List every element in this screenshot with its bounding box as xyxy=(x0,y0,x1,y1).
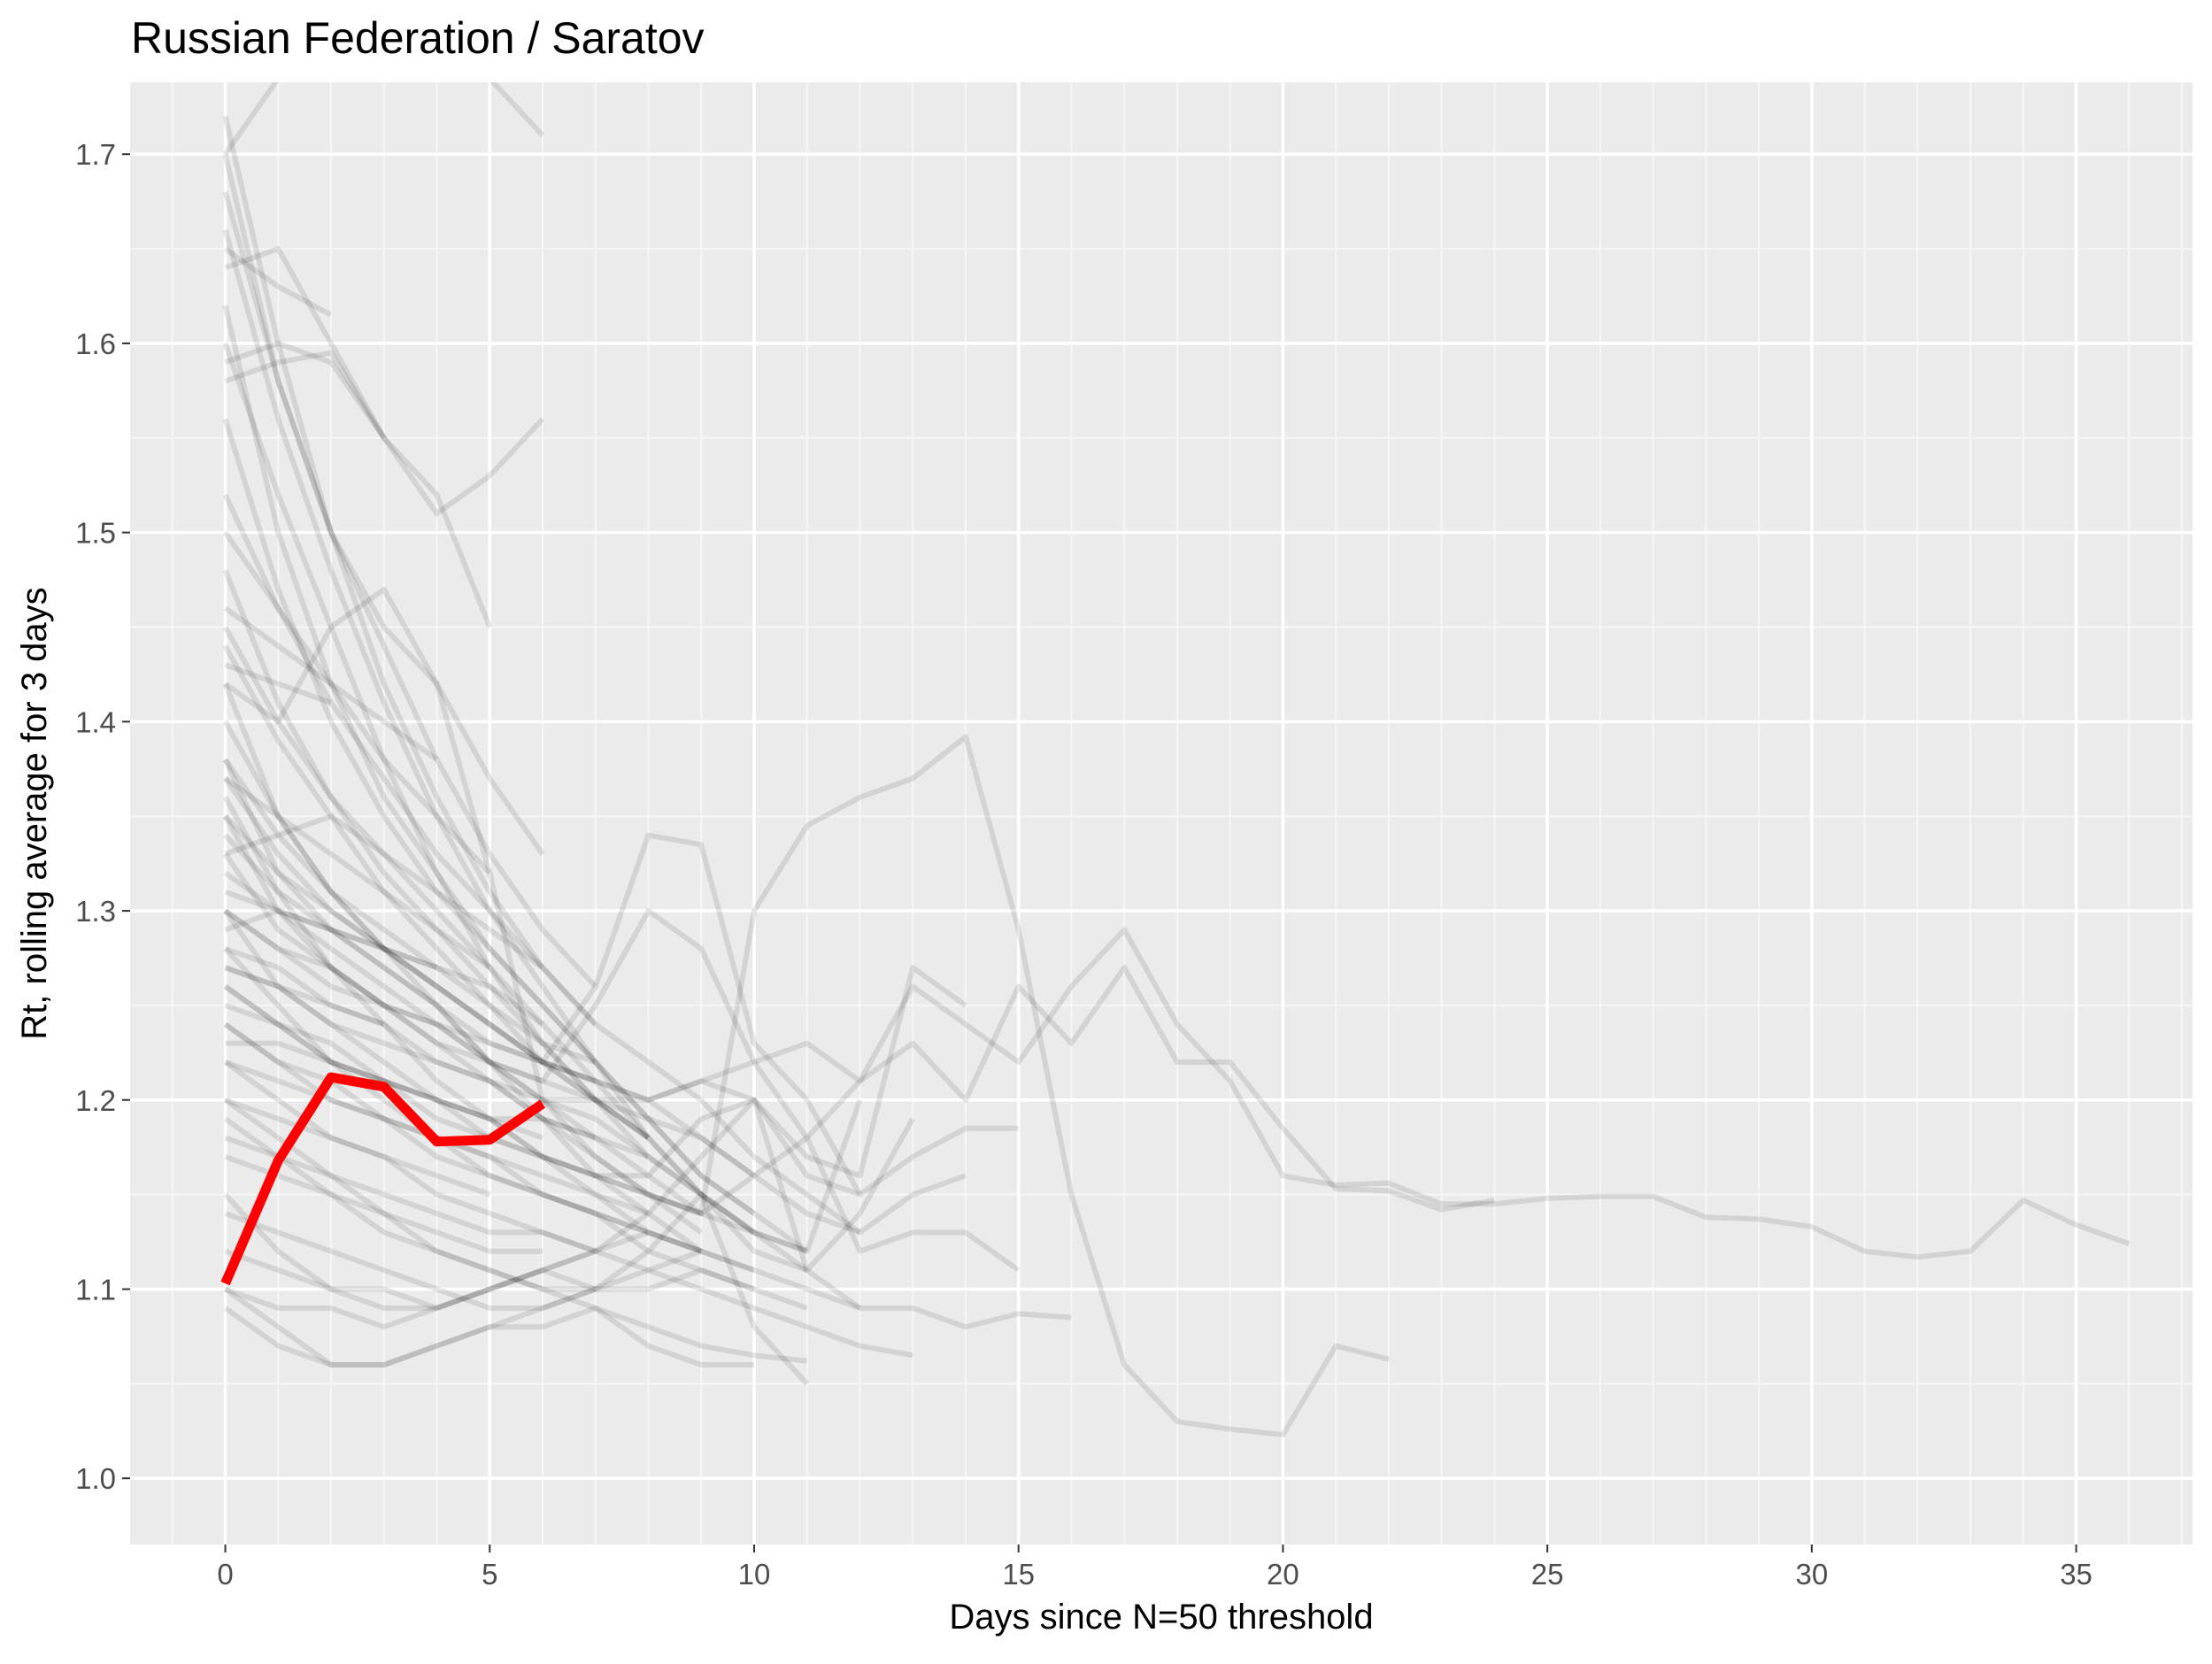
background-series-line xyxy=(223,734,1390,1437)
x-tick-label: 10 xyxy=(738,1558,771,1591)
series-layer xyxy=(220,82,2131,1437)
background-series-line xyxy=(222,758,967,1179)
background-series-line xyxy=(223,852,1021,1273)
x-tick-label: 0 xyxy=(217,1558,233,1591)
background-series-line xyxy=(223,776,863,1197)
background-series-line xyxy=(223,1098,808,1364)
background-series-line xyxy=(223,908,597,1084)
background-series-line xyxy=(224,889,438,971)
x-tick-label: 5 xyxy=(482,1558,497,1591)
background-series-line xyxy=(223,1116,756,1292)
background-series-line xyxy=(223,1021,1072,1330)
background-series-line xyxy=(224,1267,597,1330)
y-tick-label: 1.7 xyxy=(75,138,116,171)
background-series-line xyxy=(222,644,651,1140)
background-series-line xyxy=(224,908,544,1027)
chart-title: Russian Federation / Saratov xyxy=(131,13,705,63)
x-axis: 0 5 10 15 20 25 30 35 xyxy=(217,1545,2093,1591)
background-series-line xyxy=(223,814,651,1140)
y-tick-label: 1.3 xyxy=(75,895,116,928)
background-series-line xyxy=(223,1059,913,1359)
background-series-line xyxy=(223,1191,809,1386)
background-series-line xyxy=(223,1305,754,1367)
y-tick-label: 1.4 xyxy=(75,705,116,738)
background-series-line xyxy=(225,1040,544,1141)
background-series-line xyxy=(222,191,597,989)
background-series-line xyxy=(222,115,862,1235)
background-series-line xyxy=(224,350,387,440)
background-series-line xyxy=(223,984,808,1311)
background-series-line xyxy=(223,1021,703,1254)
background-series-line xyxy=(222,626,809,1273)
background-series-line xyxy=(224,662,333,705)
x-tick-label: 20 xyxy=(1267,1558,1299,1591)
plot-panel xyxy=(130,82,2193,1545)
background-series-line xyxy=(224,246,493,628)
y-tick-label: 1.0 xyxy=(75,1462,116,1495)
background-series-line xyxy=(224,1097,491,1198)
background-series-line xyxy=(222,814,2131,1260)
background-series-line xyxy=(223,530,492,875)
x-tick-label: 30 xyxy=(1795,1558,1828,1591)
background-series-line xyxy=(223,909,1019,1198)
background-series-line xyxy=(224,1229,650,1311)
background-series-line xyxy=(222,228,862,1311)
y-tick-label: 1.6 xyxy=(75,327,116,360)
background-series-line xyxy=(223,1097,915,1311)
background-series-line xyxy=(222,418,809,1254)
background-series-line xyxy=(224,1003,597,1141)
background-series-line xyxy=(224,945,650,1159)
background-series-line xyxy=(224,1154,543,1254)
background-series-line xyxy=(222,720,703,1254)
background-series-line xyxy=(222,493,597,1027)
background-series-line xyxy=(224,1211,703,1311)
y-tick-label: 1.2 xyxy=(75,1084,116,1117)
background-series-line xyxy=(223,605,439,762)
background-series-line xyxy=(222,569,756,1235)
y-axis: 1.0 1.1 1.2 1.3 1.4 1.5 1.6 1.7 xyxy=(75,138,130,1495)
background-series-line xyxy=(222,153,703,1235)
y-tick-label: 1.1 xyxy=(75,1273,116,1306)
background-series-line xyxy=(223,776,492,970)
y-axis-title: Rt, rolling average for 3 days xyxy=(15,587,54,1039)
highlight-series-line xyxy=(220,1072,546,1286)
major-gridlines xyxy=(130,82,2193,1545)
background-series-line xyxy=(224,965,756,1178)
background-series-line xyxy=(224,813,544,970)
background-series-line xyxy=(223,758,597,1065)
background-series-line xyxy=(224,340,545,517)
x-axis-title: Days since N=50 threshold xyxy=(949,1598,1373,1637)
background-series-line xyxy=(223,908,863,1254)
background-series-line xyxy=(223,246,333,318)
background-series-line xyxy=(222,796,756,1273)
background-series-line xyxy=(223,586,545,856)
minor-gridlines xyxy=(130,82,2193,1545)
background-series-line xyxy=(222,682,967,1236)
y-tick-label: 1.5 xyxy=(75,517,116,550)
x-tick-label: 35 xyxy=(2060,1558,2093,1591)
background-series-line xyxy=(222,342,651,1140)
background-series-line xyxy=(224,965,385,1028)
background-series-line xyxy=(222,304,756,1216)
background-series-line xyxy=(223,833,808,1254)
background-series-line xyxy=(223,82,279,156)
x-tick-label: 25 xyxy=(1531,1558,1564,1591)
background-series-line xyxy=(224,1135,597,1254)
x-tick-label: 15 xyxy=(1002,1558,1035,1591)
background-series-line xyxy=(223,870,703,1216)
background-series-line xyxy=(223,946,1495,1216)
